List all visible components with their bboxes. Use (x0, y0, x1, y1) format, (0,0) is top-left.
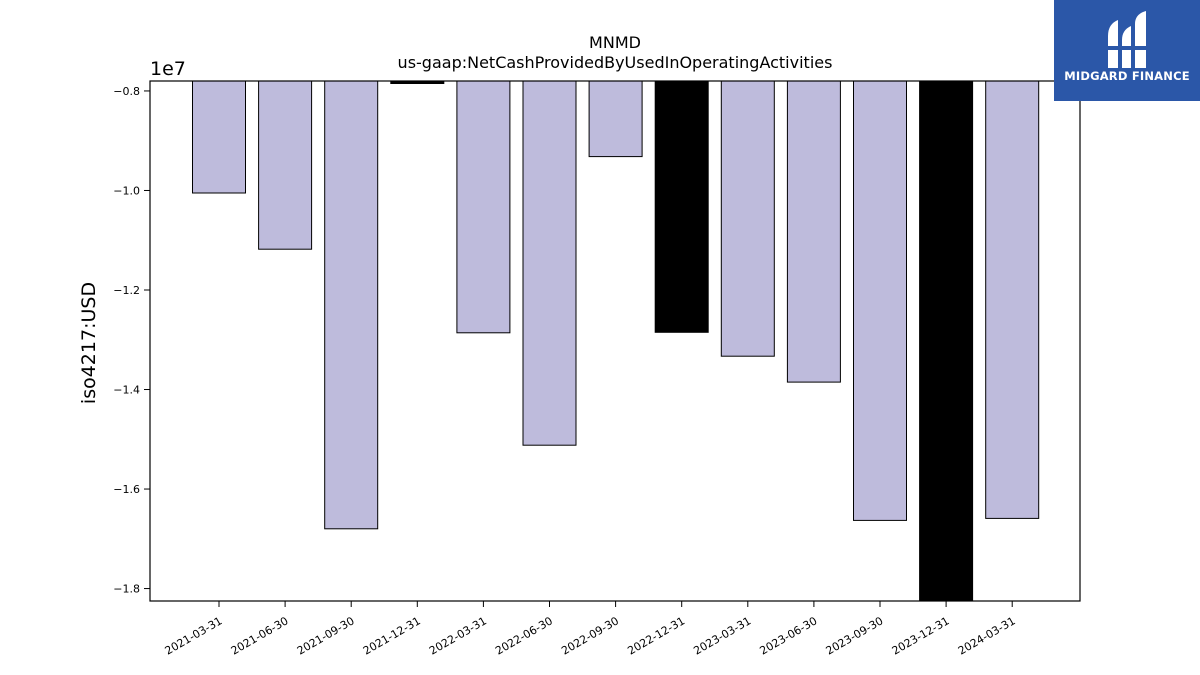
x-tick-label: 2023-03-31 (691, 614, 753, 657)
y-tick-label: −1.0 (113, 184, 140, 197)
x-tick-label: 2023-12-31 (890, 614, 952, 657)
bar-2022-06-30 (522, 80, 577, 446)
x-tick-label: 2021-06-30 (229, 614, 291, 657)
x-tick-label: 2022-09-30 (559, 614, 621, 657)
bars-group (192, 80, 1040, 602)
y-tick-label: −0.8 (113, 85, 140, 98)
x-tick-label: 2023-06-30 (758, 614, 820, 657)
brand-logo: MIDGARD FINANCE (1054, 0, 1200, 101)
y-tick-label: −1.2 (113, 284, 140, 297)
y-tick-label: −1.8 (113, 583, 140, 596)
chart-subtitle: us-gaap:NetCashProvidedByUsedInOperating… (398, 53, 833, 72)
plot-frame (149, 80, 1081, 602)
bar-2023-06-30 (786, 80, 841, 383)
bar-2021-03-31 (192, 80, 246, 194)
x-tick-label: 2022-06-30 (493, 614, 555, 657)
x-tick-label: 2023-09-30 (824, 614, 886, 657)
y-axis-offset-label: 1e7 (150, 58, 186, 80)
bar-2022-03-31 (456, 80, 511, 334)
y-tick-label: −1.6 (113, 483, 140, 496)
x-tick-label: 2021-03-31 (163, 614, 225, 657)
x-tick-label: 2021-09-30 (295, 614, 357, 657)
bar-2021-06-30 (258, 80, 313, 250)
bar-2023-03-31 (720, 80, 775, 357)
y-axis-ticks: −0.8 −1.0 −1.2 −1.4 −1.6 −1.8 (113, 85, 150, 596)
chart-title: MNMD (589, 33, 641, 52)
y-axis-label: iso4217:USD (78, 282, 100, 404)
x-axis-ticks: 2021-03-31 2021-06-30 2021-09-30 2021-12-31… (163, 601, 1018, 658)
brand-name: MIDGARD FINANCE (1064, 69, 1190, 83)
midgard-logo-icon (1104, 11, 1150, 68)
x-tick-label: 2022-03-31 (427, 614, 489, 657)
x-tick-label: 2024-03-31 (956, 614, 1018, 657)
x-tick-label: 2022-12-31 (625, 614, 687, 657)
bar-2023-09-30 (853, 80, 907, 521)
x-tick-label: 2021-12-31 (361, 614, 423, 657)
bar-2022-09-30 (588, 80, 643, 158)
bar-2023-12-31 (919, 80, 974, 602)
bar-2024-03-31 (985, 80, 1040, 519)
y-tick-label: −1.4 (113, 384, 140, 397)
bar-2022-12-31 (654, 80, 709, 333)
bar-2021-09-30 (324, 80, 379, 530)
